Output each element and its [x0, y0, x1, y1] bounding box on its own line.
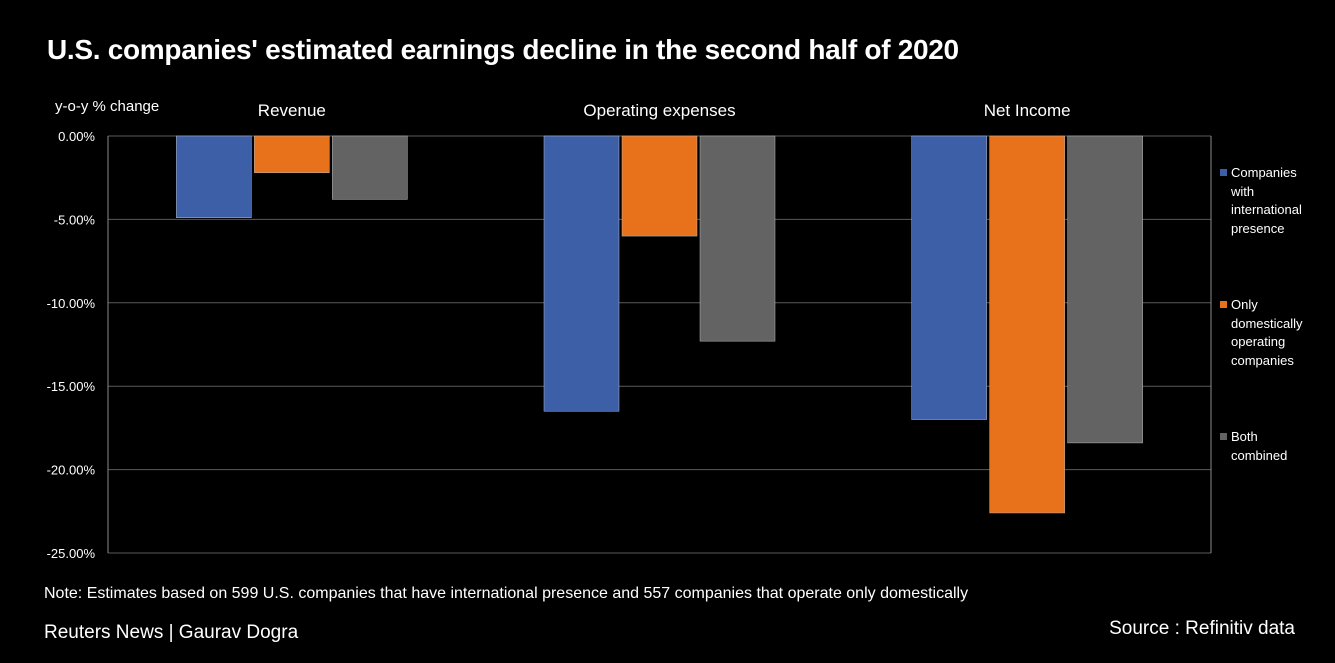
bar — [1067, 135, 1143, 444]
legend-swatch — [1220, 301, 1227, 308]
legend-label: with — [1231, 183, 1255, 199]
legend-label: domestically — [1231, 315, 1303, 331]
chart-title: U.S. companies' estimated earnings decli… — [47, 34, 959, 65]
bar — [699, 135, 776, 342]
category-label: Net Income — [984, 101, 1071, 120]
y-tick-label: -20.00% — [47, 463, 96, 478]
credit-line: Reuters News | Gaurav Dogra — [44, 622, 299, 643]
legend-swatch — [1220, 169, 1227, 176]
y-tick-label: -10.00% — [47, 296, 96, 311]
source-line: Source : Refinitiv data — [1109, 618, 1295, 639]
bar — [254, 135, 330, 173]
bar — [989, 135, 1065, 514]
y-tick-label: 0.00% — [58, 129, 95, 144]
y-axis-label: y-o-y % change — [55, 98, 160, 115]
legend-label: Companies — [1231, 165, 1297, 180]
category-label: Operating expenses — [583, 101, 735, 120]
y-tick-label: -25.00% — [47, 546, 96, 561]
y-tick-label: -15.00% — [47, 379, 96, 394]
bar — [176, 135, 252, 218]
category-label: Revenue — [258, 101, 326, 120]
y-tick-label: -5.00% — [54, 212, 96, 227]
bar — [332, 135, 408, 200]
legend-item: Both combined — [1220, 428, 1325, 465]
legend-label: operating — [1231, 334, 1286, 349]
legend-label: presence — [1231, 220, 1285, 236]
legend-swatch — [1220, 433, 1227, 440]
legend-item: Only domestically operating companies — [1220, 296, 1325, 370]
legend-label: companies — [1231, 352, 1294, 368]
bar — [621, 135, 698, 237]
footnote: Note: Estimates based on 599 U.S. compan… — [44, 585, 969, 602]
legend-label: Only — [1231, 297, 1258, 312]
bar — [911, 135, 987, 420]
bar — [543, 135, 620, 412]
legend-label: Both — [1231, 429, 1258, 444]
legend-label: international — [1231, 202, 1302, 217]
legend-label: combined — [1231, 447, 1288, 463]
legend-item: Companies with international presence — [1220, 164, 1325, 238]
